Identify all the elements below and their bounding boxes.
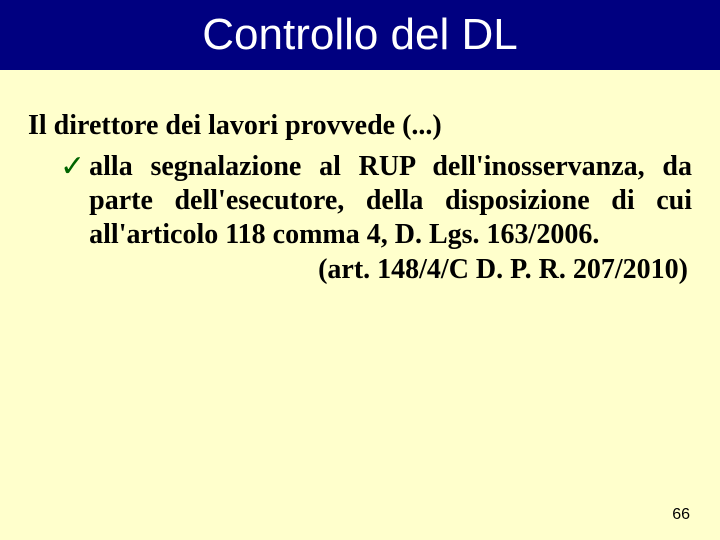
bullet-item: ✓ alla segnalazione al RUP dell'inosserv… <box>28 150 692 252</box>
intro-text: Il direttore dei lavori provvede (...) <box>28 110 692 142</box>
slide: Controllo del DL Il direttore dei lavori… <box>0 0 720 540</box>
bullet-text: alla segnalazione al RUP dell'inosservan… <box>89 150 692 252</box>
title-bar: Controllo del DL <box>0 0 720 70</box>
page-number: 66 <box>672 506 690 524</box>
slide-body: Il direttore dei lavori provvede (...) ✓… <box>28 110 692 286</box>
citation-text: (art. 148/4/C D. P. R. 207/2010) <box>28 254 692 286</box>
check-icon: ✓ <box>60 150 85 184</box>
slide-title: Controllo del DL <box>202 10 518 60</box>
